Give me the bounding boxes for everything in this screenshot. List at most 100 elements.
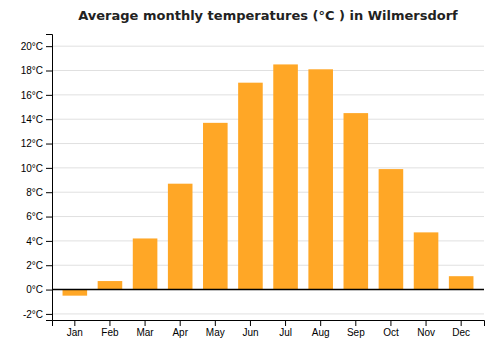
y-tick-label: 10°C xyxy=(21,163,43,174)
grid-line xyxy=(52,289,484,290)
y-tick-mark xyxy=(46,46,52,47)
y-tick: 16°C xyxy=(21,90,52,101)
x-tick-mark xyxy=(426,320,427,326)
bar xyxy=(273,64,298,289)
y-tick-mark xyxy=(46,265,52,266)
grid-line xyxy=(52,216,484,217)
grid-line xyxy=(52,119,484,120)
y-tick: 12°C xyxy=(21,138,52,149)
title: Average monthly temperatures (°C ) in Wi… xyxy=(78,8,458,23)
x-tick-label: Dec xyxy=(452,327,470,338)
y-tick-label: -2°C xyxy=(23,309,43,320)
grid-line xyxy=(52,167,484,168)
x-tick: Feb xyxy=(101,320,119,338)
y-tick-mark xyxy=(46,290,52,291)
y-tick-mark xyxy=(46,119,52,120)
x-tick-label: Nov xyxy=(417,327,435,338)
bar xyxy=(98,281,123,290)
y-tick-mark xyxy=(46,95,52,96)
y-tick-mark xyxy=(46,144,52,145)
x-tick: Nov xyxy=(417,320,435,338)
x-tick: Dec xyxy=(452,320,470,338)
plot-area: -2°C 0°C 2°C 4°C 6°C 8°C 10°C 12°C 14°C 16°C 18°C 2… xyxy=(21,35,485,339)
x-tick: May xyxy=(206,320,225,338)
x-tick-label: Apr xyxy=(172,327,188,338)
x-axis-line xyxy=(53,321,485,327)
bar xyxy=(449,276,474,289)
bar xyxy=(308,69,333,289)
x-tick: Sep xyxy=(347,320,365,338)
x-tick-mark xyxy=(109,320,110,326)
x-tick-label: Jun xyxy=(242,327,258,338)
y-axis-line xyxy=(46,35,53,321)
grid xyxy=(52,46,484,314)
x-tick-label: Jul xyxy=(279,327,292,338)
y-tick: 8°C xyxy=(26,187,52,198)
bar xyxy=(168,184,193,290)
x-tick-label: Feb xyxy=(101,327,119,338)
y-tick-mark xyxy=(46,241,52,242)
y-tick: 20°C xyxy=(21,41,52,52)
y-tick-label: 14°C xyxy=(21,114,43,125)
x-tick: Jan xyxy=(67,320,83,338)
grid-line xyxy=(52,94,484,95)
y-tick: 4°C xyxy=(26,236,52,247)
y-tick: 10°C xyxy=(21,163,52,174)
x-tick-label: Oct xyxy=(383,327,399,338)
bar xyxy=(344,113,369,289)
bar xyxy=(379,169,404,289)
y-tick-label: 4°C xyxy=(26,236,43,247)
x-tick-mark xyxy=(215,320,216,326)
y-tick: 14°C xyxy=(21,114,52,125)
x-tick: Apr xyxy=(172,320,188,338)
bar xyxy=(63,290,88,296)
grid-line xyxy=(52,70,484,71)
x-axis: Jan Feb Mar Apr May Jun Jul Aug Sep Oct Nov Dec xyxy=(53,320,485,338)
x-tick-mark xyxy=(250,320,251,326)
x-tick-label: May xyxy=(206,327,225,338)
bar xyxy=(414,232,439,289)
y-tick: -2°C xyxy=(23,309,52,320)
bar xyxy=(133,238,158,289)
y-tick-mark xyxy=(46,217,52,218)
y-axis: -2°C 0°C 2°C 4°C 6°C 8°C 10°C 12°C 14°C 16°C 18°C 2… xyxy=(21,35,53,321)
grid-line xyxy=(52,313,484,314)
x-tick: Aug xyxy=(312,320,330,338)
x-tick-label: Sep xyxy=(347,327,365,338)
y-tick-mark xyxy=(46,314,52,315)
grid-line xyxy=(52,143,484,144)
y-tick-label: 20°C xyxy=(21,41,43,52)
y-tick-label: 8°C xyxy=(26,187,43,198)
zero-line xyxy=(52,289,484,291)
y-tick-label: 2°C xyxy=(26,260,43,271)
x-tick-label: Aug xyxy=(312,327,330,338)
y-tick-label: 6°C xyxy=(26,211,43,222)
y-tick-label: 12°C xyxy=(21,138,43,149)
x-tick-mark xyxy=(145,320,146,326)
marks xyxy=(63,64,474,295)
grid-line xyxy=(52,192,484,193)
chart: -2°C 0°C 2°C 4°C 6°C 8°C 10°C 12°C 14°C 16°C 18°C 2… xyxy=(0,0,500,350)
x-tick-label: Mar xyxy=(136,327,154,338)
y-tick-mark xyxy=(46,168,52,169)
x-tick-mark xyxy=(180,320,181,326)
x-tick: Oct xyxy=(383,320,399,338)
x-tick: Mar xyxy=(136,320,154,338)
x-tick: Jun xyxy=(242,320,258,338)
y-tick: 6°C xyxy=(26,211,52,222)
y-tick-mark xyxy=(46,71,52,72)
grid-line xyxy=(52,46,484,47)
x-tick-mark xyxy=(320,320,321,326)
x-tick-mark xyxy=(74,320,75,326)
bar xyxy=(238,83,263,290)
y-tick: 0°C xyxy=(26,284,52,295)
y-tick-label: 0°C xyxy=(26,284,43,295)
x-tick: Jul xyxy=(279,320,292,338)
y-tick-mark xyxy=(46,192,52,193)
x-tick-label: Jan xyxy=(67,327,83,338)
x-tick-mark xyxy=(461,320,462,326)
x-tick-mark xyxy=(355,320,356,326)
y-tick-label: 16°C xyxy=(21,90,43,101)
bar xyxy=(203,123,228,290)
y-tick-label: 18°C xyxy=(21,65,43,76)
